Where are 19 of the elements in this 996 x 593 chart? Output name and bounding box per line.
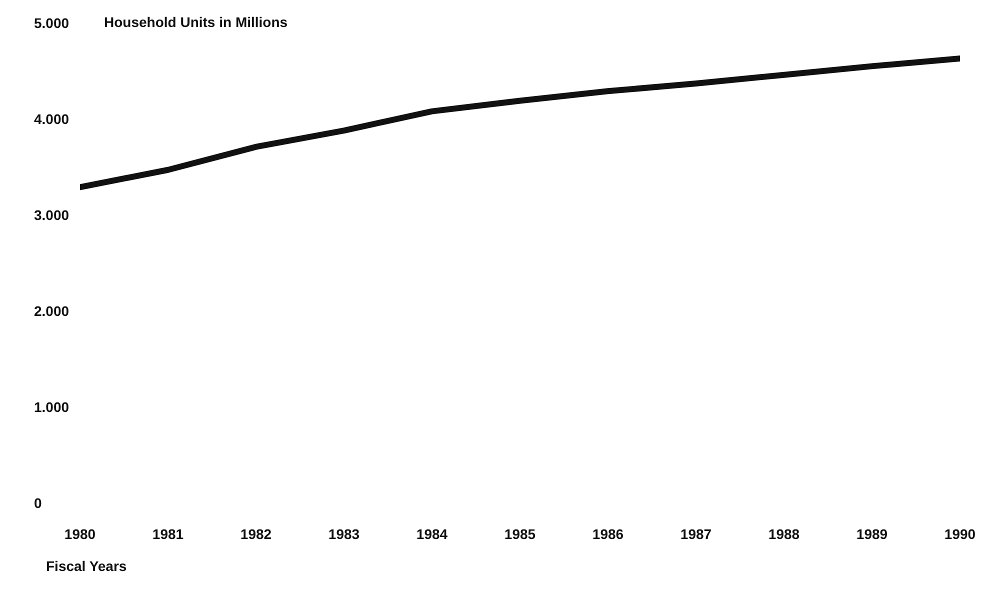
x-tick-label: 1989: [856, 526, 888, 542]
y-tick-label: 1.000: [34, 398, 70, 415]
x-tick-label: 1986: [592, 526, 624, 542]
x-tick-label: 1990: [944, 526, 976, 542]
chart-title: Household Units in Millions: [104, 14, 288, 30]
x-tick-label: 1982: [240, 526, 272, 542]
x-tick-label: 1980: [64, 526, 96, 542]
x-tick-label: 1981: [152, 526, 184, 542]
x-tick-label: 1983: [328, 526, 360, 542]
y-tick-label: 2.000: [34, 302, 70, 319]
x-axis-title: Fiscal Years: [46, 558, 127, 574]
x-tick-label: 1988: [768, 526, 800, 542]
x-tick-label: 1985: [504, 526, 536, 542]
y-tick-label: 4.000: [34, 110, 70, 127]
y-tick-label: 5.000: [34, 14, 70, 31]
y-tick-label: 3.000: [34, 206, 70, 223]
x-tick-label: 1987: [680, 526, 712, 542]
x-tick-label: 1984: [416, 526, 448, 542]
y-tick-label: 0: [34, 494, 42, 511]
